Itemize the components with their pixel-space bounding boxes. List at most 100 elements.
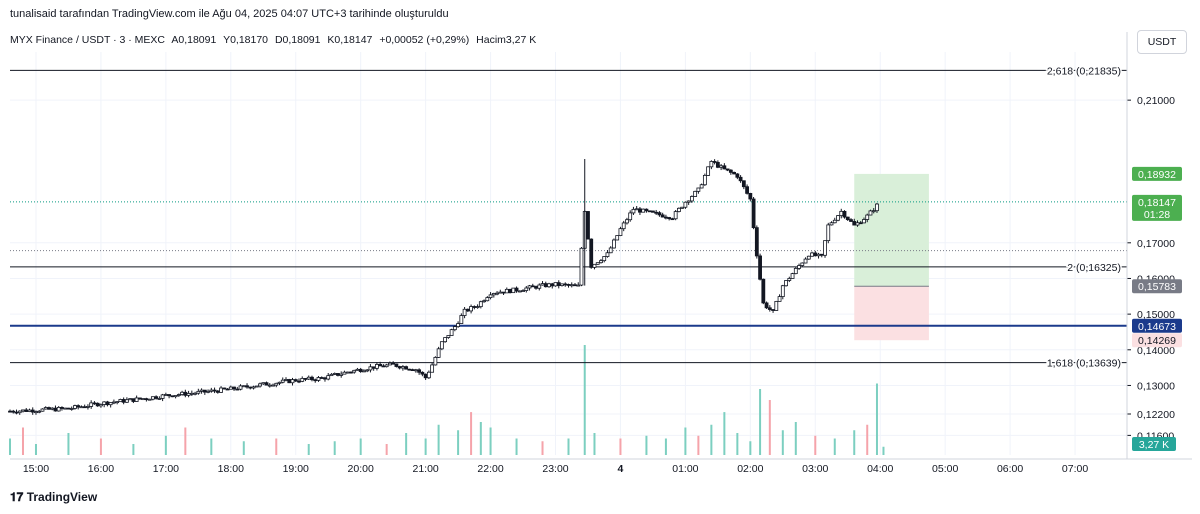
- candle-body: [73, 405, 77, 409]
- candle-body: [128, 398, 133, 401]
- candle-body: [277, 381, 282, 384]
- candle-body: [27, 409, 32, 412]
- candle-body: [63, 407, 68, 410]
- volume-bars: [9, 345, 885, 455]
- volume-bar: [853, 430, 856, 455]
- volume-label-text: 3,27 K: [1139, 439, 1169, 451]
- candle-body: [368, 366, 373, 371]
- price-label-text: 0,14673: [1138, 321, 1176, 333]
- candle-body: [826, 224, 831, 242]
- volume-bar: [833, 438, 836, 455]
- volume-label-bg: [1132, 437, 1176, 451]
- volume-bar: [583, 345, 586, 455]
- candle-body: [144, 398, 149, 401]
- candle-body: [777, 296, 782, 302]
- candle-body: [157, 398, 162, 400]
- candle-body: [573, 284, 577, 287]
- candle-body: [715, 162, 720, 168]
- candle-body: [183, 391, 188, 396]
- candle-body: [599, 260, 603, 264]
- candle-body: [228, 386, 233, 390]
- candle-body: [732, 171, 737, 175]
- candle-body: [478, 301, 483, 308]
- candle-body: [517, 290, 522, 293]
- candle-body: [186, 393, 191, 396]
- candle-body: [381, 365, 386, 368]
- candle-body: [345, 371, 350, 374]
- candle-body: [86, 406, 90, 408]
- candle-body: [60, 407, 64, 409]
- candle-body: [11, 410, 16, 413]
- candle-body: [271, 384, 275, 387]
- candle-body: [449, 329, 454, 336]
- candle-body: [170, 395, 175, 398]
- candle-body: [199, 389, 204, 392]
- candle-body: [576, 284, 581, 287]
- currency-unit-button[interactable]: USDT: [1137, 30, 1187, 54]
- volume-bar: [242, 441, 245, 455]
- candle-body: [34, 411, 38, 414]
- candle-body: [339, 373, 344, 376]
- candle-body: [235, 388, 240, 391]
- candle-body: [550, 283, 555, 287]
- candle-body: [400, 366, 405, 369]
- candle-body: [173, 395, 178, 398]
- candle-body: [628, 212, 633, 221]
- candle-body: [680, 206, 685, 209]
- price-levels: 2,618 (0,21835) 2 (0,16325) 1,618 (0,13639…: [10, 64, 1127, 371]
- candle-body: [491, 293, 496, 296]
- candle-body: [771, 309, 775, 311]
- candle-body: [147, 398, 152, 401]
- candle-body: [397, 366, 402, 369]
- candle-body: [839, 210, 844, 217]
- x-tick-label: 17:00: [153, 463, 179, 475]
- volume-bar: [489, 427, 492, 455]
- volume-bar: [515, 438, 518, 455]
- candle-body: [40, 408, 45, 412]
- candle-body: [66, 407, 71, 410]
- volume-bar: [697, 435, 700, 455]
- candle-body: [108, 402, 113, 406]
- candle-body: [375, 364, 379, 369]
- candle-body: [313, 379, 318, 382]
- candle-body: [105, 401, 110, 406]
- candle-body: [225, 388, 230, 391]
- x-tick-label: 05:00: [932, 463, 958, 475]
- candle-body: [647, 210, 652, 213]
- candle-body: [436, 348, 441, 358]
- candle-body: [741, 180, 746, 188]
- candle-body: [413, 369, 418, 372]
- x-tick-label: 03:00: [802, 463, 828, 475]
- candle-body: [689, 196, 694, 202]
- candle-body: [76, 405, 81, 408]
- candle-body: [274, 382, 279, 386]
- candle-body: [728, 169, 733, 173]
- x-tick-label: 07:00: [1062, 463, 1088, 475]
- candle-body: [504, 288, 509, 294]
- volume-bar: [307, 444, 310, 455]
- candle-body: [310, 376, 314, 381]
- volume-bar: [794, 422, 797, 455]
- volume-bar: [882, 446, 885, 455]
- volume-bar: [21, 427, 24, 455]
- candle-body: [852, 221, 857, 226]
- candle-body: [784, 280, 788, 287]
- candle-body: [209, 389, 214, 392]
- candle-body: [254, 385, 259, 388]
- volume-bar: [781, 430, 784, 455]
- y-tick-label: 0,12200: [1137, 409, 1175, 421]
- candle-body: [553, 282, 558, 287]
- legend-symbol[interactable]: MYX Finance / USDT · 3 · MEXC: [10, 34, 166, 46]
- candle-body: [365, 369, 370, 372]
- candle-body: [560, 283, 564, 286]
- candle-body: [303, 378, 308, 380]
- candle-body: [579, 247, 584, 286]
- candle-body: [813, 252, 818, 257]
- candle-body: [767, 307, 772, 310]
- candle-body: [433, 357, 438, 366]
- candle-body: [14, 411, 19, 414]
- candle-body: [362, 370, 366, 373]
- candle-body: [748, 192, 753, 200]
- candle-body: [349, 371, 353, 374]
